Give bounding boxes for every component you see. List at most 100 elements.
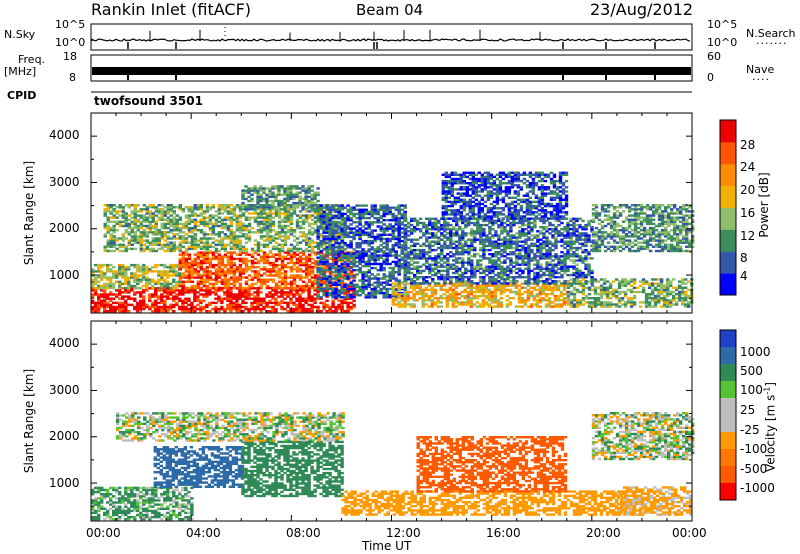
power-cells-cell: [458, 244, 462, 248]
power-cells-cell: [340, 214, 344, 218]
power-cells-cell: [292, 251, 297, 254]
power-cells-cell: [307, 239, 312, 242]
power-cells-cell: [322, 216, 326, 220]
power-cells-cell: [169, 220, 173, 223]
power-cells-cell: [472, 297, 476, 300]
power-cells-cell: [292, 293, 296, 296]
power-cells-cell: [103, 272, 107, 275]
power-cells-cell: [259, 297, 263, 300]
power-cells-cell: [385, 296, 389, 299]
power-panel: [90, 112, 695, 314]
power-cells-cell: [479, 278, 483, 281]
power-cells-cell: [220, 268, 225, 271]
power-cells-cell: [316, 187, 320, 190]
power-cells-cell: [556, 299, 561, 302]
power-cells-cell: [112, 297, 116, 300]
power-cells-cell: [157, 229, 161, 232]
power-cells-cell: [154, 280, 158, 283]
power-cells-cell: [437, 242, 441, 245]
power-cells-cell: [181, 259, 186, 263]
power-cells-cell: [340, 266, 344, 270]
power-cells-cell: [298, 305, 302, 309]
power-cells-cell: [458, 219, 462, 223]
power-cells-cell: [139, 295, 143, 298]
power-cells-cell: [295, 305, 299, 309]
power-cells-cell: [136, 241, 140, 244]
power-cells-cell: [289, 266, 294, 269]
power-cells-cell: [199, 266, 204, 269]
power-cells-cell: [410, 263, 414, 266]
power-cells-cell: [304, 201, 308, 205]
power-cells-cell: [193, 291, 197, 294]
power-cells-cell: [292, 307, 296, 311]
power-cells-cell: [418, 286, 422, 289]
power-cells-cell: [154, 270, 158, 273]
power-cells-cell: [382, 277, 386, 280]
power-cells-cell: [178, 289, 182, 292]
power-cells-cell: [127, 289, 131, 292]
power-cells-cell: [199, 214, 204, 217]
power-cells-cell: [238, 206, 243, 209]
power-cells-cell: [491, 263, 495, 266]
power-cells-cell: [328, 294, 332, 297]
power-cells-cell: [370, 248, 374, 251]
power-cells-cell: [223, 243, 228, 246]
power-cells-cell: [283, 189, 287, 192]
power-cells-cell: [241, 197, 245, 201]
power-cells-cell: [448, 292, 452, 296]
power-cells-cell: [428, 232, 432, 235]
power-cells-cell: [355, 254, 359, 257]
power-cells-cell: [337, 279, 341, 282]
power-cells-cell: [295, 303, 299, 307]
power-cells-cell: [394, 229, 398, 232]
power-cells-cell: [292, 255, 297, 258]
power-cells-cell: [337, 258, 341, 261]
power-cells-cell: [157, 233, 161, 236]
power-cells-cell: [334, 307, 338, 311]
power-cells-cell: [163, 214, 167, 217]
power-cells-cell: [259, 229, 264, 232]
power-cells-cell: [437, 278, 441, 281]
power-cells-cell: [337, 269, 341, 272]
power-cells-cell: [494, 261, 498, 264]
power-cells-cell: [461, 280, 465, 283]
power-cells-cell: [166, 247, 170, 251]
power-cells-cell: [283, 197, 287, 201]
power-cells-cell: [235, 241, 240, 244]
power-cells-cell: [313, 289, 317, 292]
power-cells-cell: [238, 274, 243, 277]
power-cells-cell: [112, 272, 116, 275]
power-cells-cell: [295, 224, 300, 228]
power-cells-cell: [253, 266, 258, 269]
power-cells-cell: [379, 277, 383, 280]
power-cells-cell: [520, 301, 525, 304]
power-cells-cell: [404, 240, 408, 243]
power-cells-cell: [238, 259, 243, 263]
power-cells-cell: [256, 286, 261, 290]
power-cells-cell: [298, 195, 302, 198]
power-cells-cell: [455, 251, 459, 254]
power-cells-cell: [443, 282, 447, 285]
power-cells-cell: [520, 297, 525, 300]
power-cells-cell: [106, 245, 110, 248]
power-cells-cell: [428, 251, 432, 254]
power-cells-cell: [283, 280, 288, 283]
power-cells-cell: [292, 286, 297, 290]
power-cells-cell: [373, 248, 377, 251]
power-cells-cell: [133, 274, 137, 277]
power-cells-cell: [202, 268, 207, 271]
freq-frame: [90, 54, 693, 82]
power-cells-cell: [232, 243, 237, 246]
power-cells-cell: [413, 261, 417, 264]
power-cells-cell: [367, 285, 371, 289]
power-cells-cell: [241, 235, 246, 238]
power-cells-cell: [97, 280, 101, 283]
power-cells-cell: [431, 280, 435, 283]
power-cells-cell: [425, 240, 429, 243]
power-cells-cell: [172, 289, 176, 292]
power-cells-cell: [133, 293, 137, 296]
power-cells-cell: [319, 289, 323, 293]
power-cells-cell: [331, 229, 335, 232]
power-cells-cell: [217, 257, 222, 261]
power-cells-cell: [235, 218, 240, 221]
